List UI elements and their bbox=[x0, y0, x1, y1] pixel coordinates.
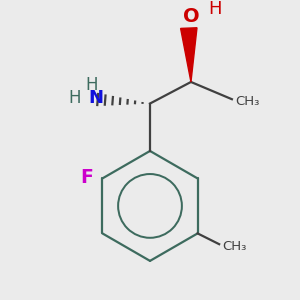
Text: H: H bbox=[85, 76, 98, 94]
Polygon shape bbox=[181, 28, 197, 82]
Text: CH₃: CH₃ bbox=[222, 240, 247, 253]
Text: O: O bbox=[183, 7, 199, 26]
Text: F: F bbox=[80, 168, 93, 187]
Text: CH₃: CH₃ bbox=[235, 95, 260, 108]
Text: H: H bbox=[208, 0, 222, 18]
Text: N: N bbox=[88, 89, 104, 107]
Text: H: H bbox=[68, 89, 81, 107]
